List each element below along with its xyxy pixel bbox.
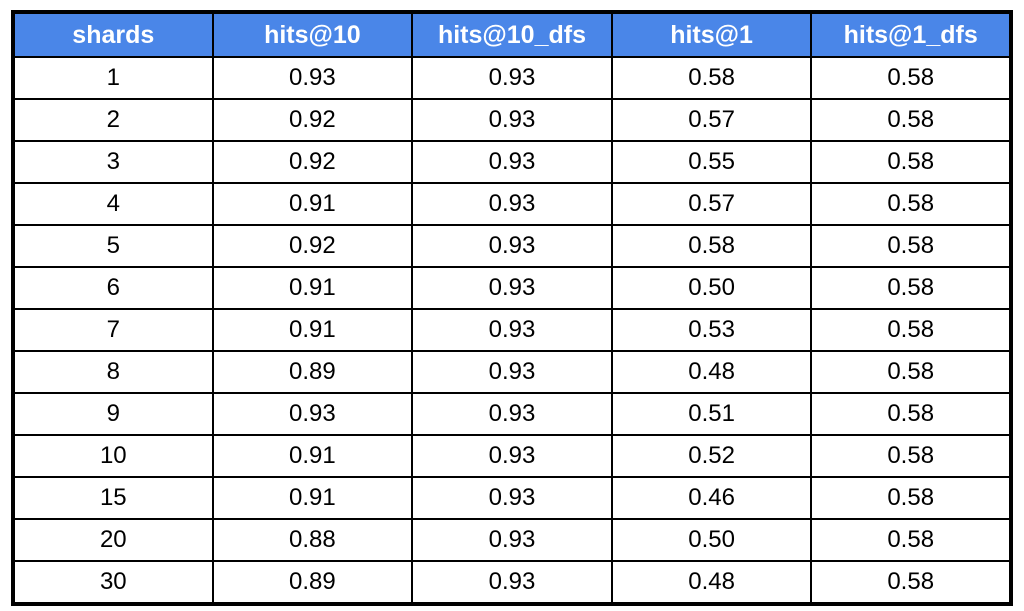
table-body: 1 0.93 0.93 0.58 0.58 2 0.92 0.93 0.57 0.58 3 0.92 0… [12,56,1012,605]
value-cell: 0.89 [211,560,414,605]
value-cell: 0.92 [211,140,414,184]
value-cell: 0.48 [610,350,813,394]
table-row: 9 0.93 0.93 0.51 0.58 [12,392,1012,436]
value-cell: 0.89 [211,350,414,394]
shards-cell: 30 [12,560,214,605]
value-cell: 0.93 [411,98,613,142]
table-row: 7 0.91 0.93 0.53 0.58 [12,308,1012,352]
table-row: 30 0.89 0.93 0.48 0.58 [12,560,1012,605]
value-cell: 0.93 [411,224,613,268]
value-cell: 0.58 [810,98,1012,142]
value-cell: 0.91 [211,308,414,352]
value-cell: 0.50 [610,518,813,562]
value-cell: 0.91 [211,266,414,310]
value-cell: 0.93 [411,476,613,520]
column-header-hits1: hits@1 [610,11,813,58]
value-cell: 0.93 [411,350,613,394]
value-cell: 0.57 [610,182,813,226]
value-cell: 0.93 [411,392,613,436]
value-cell: 0.58 [810,140,1012,184]
value-cell: 0.58 [810,266,1012,310]
value-cell: 0.93 [211,56,414,100]
table-row: 5 0.92 0.93 0.58 0.58 [12,224,1012,268]
value-cell: 0.58 [810,560,1012,605]
shards-cell: 6 [12,266,214,310]
value-cell: 0.58 [810,518,1012,562]
table-row: 20 0.88 0.93 0.50 0.58 [12,518,1012,562]
shards-cell: 9 [12,392,214,436]
value-cell: 0.57 [610,98,813,142]
value-cell: 0.92 [211,224,414,268]
value-cell: 0.51 [610,392,813,436]
table-row: 2 0.92 0.93 0.57 0.58 [12,98,1012,142]
shards-cell: 2 [12,98,214,142]
value-cell: 0.58 [810,224,1012,268]
value-cell: 0.58 [810,308,1012,352]
shards-cell: 5 [12,224,214,268]
value-cell: 0.91 [211,182,414,226]
value-cell: 0.92 [211,98,414,142]
value-cell: 0.58 [610,224,813,268]
column-header-hits10-dfs: hits@10_dfs [411,11,613,58]
value-cell: 0.93 [411,560,613,605]
value-cell: 0.93 [211,392,414,436]
value-cell: 0.58 [810,392,1012,436]
table-header: shards hits@10 hits@10_dfs hits@1 hits@1… [12,11,1012,58]
shards-cell: 4 [12,182,214,226]
table-row: 8 0.89 0.93 0.48 0.58 [12,350,1012,394]
table-row: 3 0.92 0.93 0.55 0.58 [12,140,1012,184]
column-header-hits1-dfs: hits@1_dfs [810,11,1012,58]
column-header-hits10: hits@10 [211,11,414,58]
value-cell: 0.46 [610,476,813,520]
value-cell: 0.93 [411,308,613,352]
value-cell: 0.91 [211,476,414,520]
value-cell: 0.48 [610,560,813,605]
value-cell: 0.93 [411,140,613,184]
shards-cell: 15 [12,476,214,520]
table-row: 4 0.91 0.93 0.57 0.58 [12,182,1012,226]
value-cell: 0.93 [411,434,613,478]
shards-cell: 8 [12,350,214,394]
shards-cell: 3 [12,140,214,184]
results-table: shards hits@10 hits@10_dfs hits@1 hits@1… [11,10,1013,606]
shards-cell: 10 [12,434,214,478]
value-cell: 0.58 [810,182,1012,226]
value-cell: 0.93 [411,182,613,226]
value-cell: 0.53 [610,308,813,352]
value-cell: 0.58 [610,56,813,100]
value-cell: 0.93 [411,518,613,562]
column-header-shards: shards [12,11,214,58]
shards-cell: 20 [12,518,214,562]
value-cell: 0.58 [810,434,1012,478]
shards-cell: 1 [12,56,214,100]
value-cell: 0.58 [810,476,1012,520]
value-cell: 0.88 [211,518,414,562]
shards-cell: 7 [12,308,214,352]
value-cell: 0.50 [610,266,813,310]
table-row: 1 0.93 0.93 0.58 0.58 [12,56,1012,100]
value-cell: 0.58 [810,350,1012,394]
table-row: 6 0.91 0.93 0.50 0.58 [12,266,1012,310]
header-row: shards hits@10 hits@10_dfs hits@1 hits@1… [12,11,1012,58]
value-cell: 0.52 [610,434,813,478]
value-cell: 0.58 [810,56,1012,100]
table-row: 15 0.91 0.93 0.46 0.58 [12,476,1012,520]
table-row: 10 0.91 0.93 0.52 0.58 [12,434,1012,478]
value-cell: 0.91 [211,434,414,478]
value-cell: 0.93 [411,56,613,100]
value-cell: 0.93 [411,266,613,310]
value-cell: 0.55 [610,140,813,184]
